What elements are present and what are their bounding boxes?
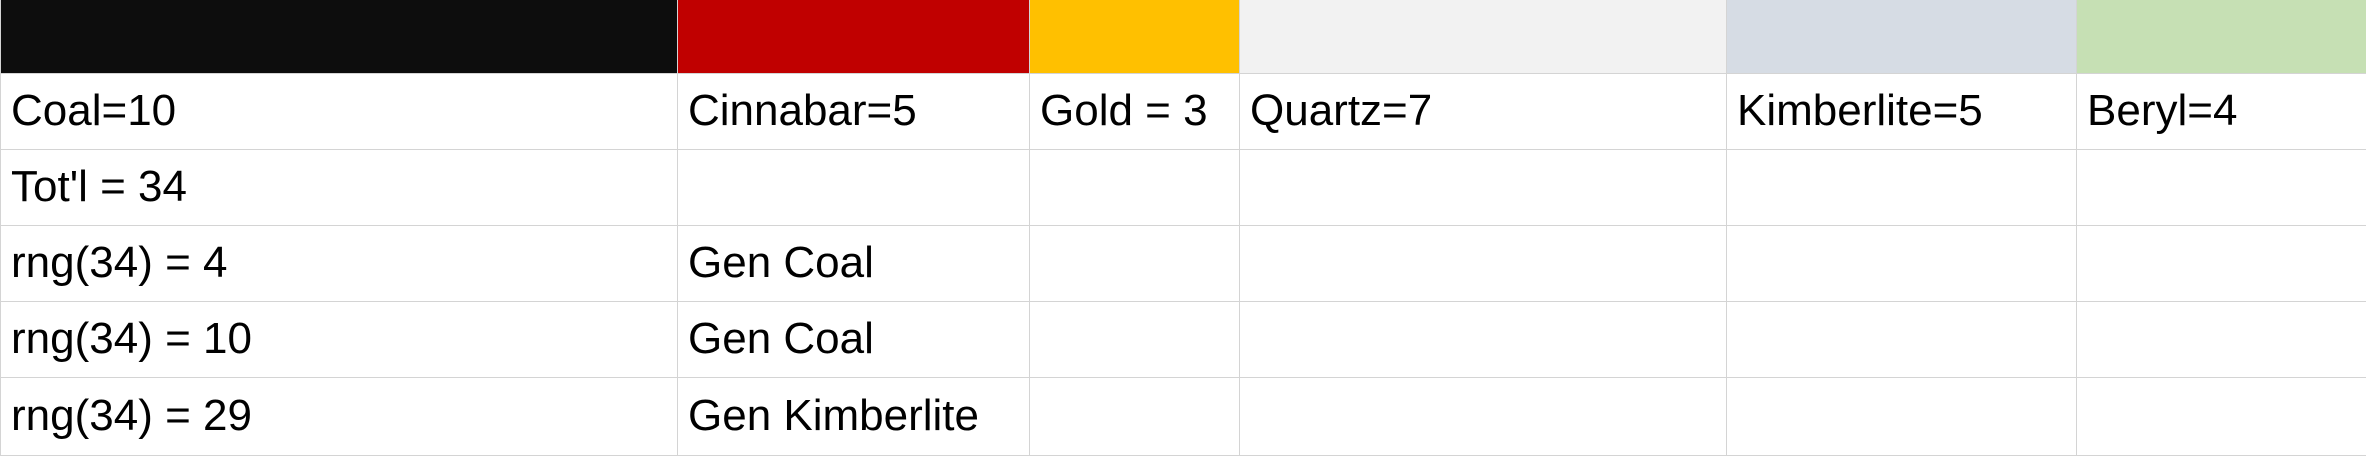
cell-beryl-weight[interactable]: Beryl=4 — [2076, 72, 2366, 150]
cell-coal-weight[interactable]: Coal=10 — [0, 72, 678, 150]
roll-row: rng(34) = 4 Gen Coal — [0, 224, 2366, 302]
roll-row: rng(34) = 10 Gen Coal — [0, 300, 2366, 378]
cell-kimberlite-weight[interactable]: Kimberlite=5 — [1726, 72, 2077, 150]
roll-row: rng(34) = 29 Gen Kimberlite — [0, 376, 2366, 456]
cell-empty[interactable] — [1239, 376, 1727, 456]
cell-empty[interactable] — [2076, 300, 2366, 378]
cell-empty[interactable] — [1239, 224, 1727, 302]
cell-roll[interactable]: rng(34) = 4 — [0, 224, 678, 302]
cell-result[interactable]: Gen Kimberlite — [677, 376, 1030, 456]
cell-empty[interactable] — [1239, 148, 1727, 226]
cell-empty[interactable] — [2076, 376, 2366, 456]
cell-empty[interactable] — [1726, 148, 2077, 226]
cell-empty[interactable] — [1726, 376, 2077, 456]
beryl-color-cell[interactable] — [2076, 0, 2366, 74]
cell-roll[interactable]: rng(34) = 10 — [0, 300, 678, 378]
gold-color-cell[interactable] — [1029, 0, 1240, 74]
color-swatch-row — [0, 0, 2366, 74]
cell-gold-weight[interactable]: Gold = 3 — [1029, 72, 1240, 150]
total-row: Tot'l = 34 — [0, 148, 2366, 226]
cell-empty[interactable] — [1029, 300, 1240, 378]
cell-empty[interactable] — [1029, 376, 1240, 456]
cell-result[interactable]: Gen Coal — [677, 300, 1030, 378]
coal-color-cell[interactable] — [0, 0, 678, 74]
mineral-weights-row: Coal=10 Cinnabar=5 Gold = 3 Quartz=7 Kim… — [0, 72, 2366, 150]
cell-empty[interactable] — [1726, 300, 2077, 378]
cell-total[interactable]: Tot'l = 34 — [0, 148, 678, 226]
cell-empty[interactable] — [1029, 224, 1240, 302]
cell-roll[interactable]: rng(34) = 29 — [0, 376, 678, 456]
quartz-color-cell[interactable] — [1239, 0, 1727, 74]
cell-cinnabar-weight[interactable]: Cinnabar=5 — [677, 72, 1030, 150]
cell-empty[interactable] — [2076, 224, 2366, 302]
cell-empty[interactable] — [2076, 148, 2366, 226]
cell-empty[interactable] — [1726, 224, 2077, 302]
cell-empty[interactable] — [1029, 148, 1240, 226]
cell-result[interactable]: Gen Coal — [677, 224, 1030, 302]
cinnabar-color-cell[interactable] — [677, 0, 1030, 74]
cell-empty[interactable] — [677, 148, 1030, 226]
cell-empty[interactable] — [1239, 300, 1727, 378]
kimberlite-color-cell[interactable] — [1726, 0, 2077, 74]
cell-quartz-weight[interactable]: Quartz=7 — [1239, 72, 1727, 150]
